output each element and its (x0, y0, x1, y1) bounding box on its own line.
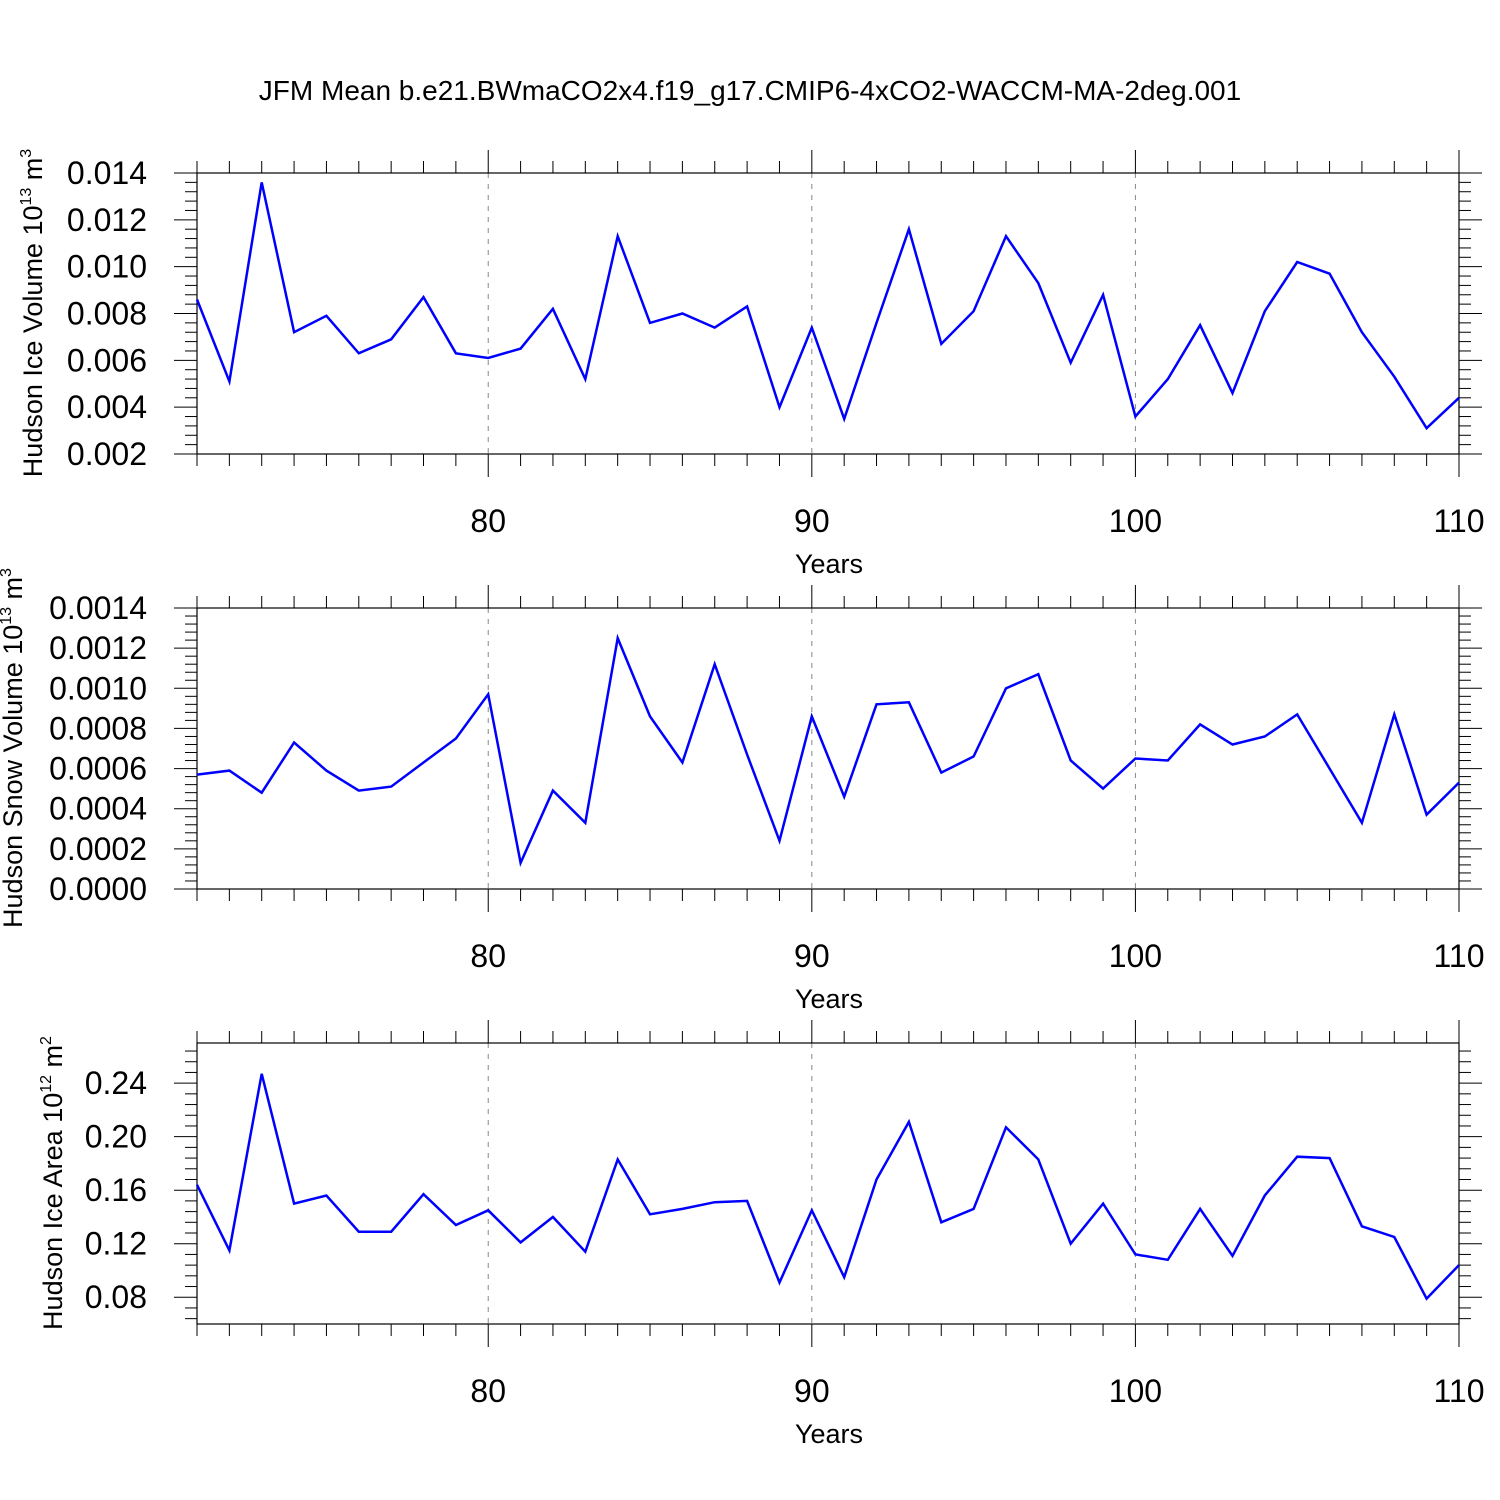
x-tick-label: 80 (470, 938, 506, 974)
y-tick-label: 0.014 (67, 155, 147, 191)
y-tick-label: 0.004 (67, 389, 147, 425)
x-tick-label: 80 (470, 1373, 506, 1409)
figure-title: JFM Mean b.e21.BWmaCO2x4.f19_g17.CMIP6-4… (259, 75, 1241, 106)
x-tick-label: 100 (1109, 938, 1162, 974)
series-line (196, 633, 1460, 868)
y-tick-label: 0.16 (85, 1172, 147, 1208)
y-axis-title-superscript: 13 (18, 188, 35, 206)
y-tick-label: 0.0002 (49, 831, 147, 867)
y-axis-title-superscript: 2 (38, 1036, 55, 1045)
y-axis-title: Hudson Ice Volume 1013 m3 (18, 149, 48, 477)
y-tick-label: 0.012 (67, 202, 147, 238)
y-axis-title-superscript: 3 (0, 568, 15, 577)
y-tick-label: 0.0006 (49, 751, 147, 787)
x-tick-label: 90 (794, 1373, 830, 1409)
series-line (195, 1073, 1460, 1301)
y-axis-title-part: m (0, 577, 28, 607)
y-tick-label: 0.0004 (49, 791, 147, 827)
y-tick-label: 0.010 (67, 249, 147, 285)
chart-panel-1: 80 90 100 110 Years 0.002 0.004 0.006 0.008 0.010… (18, 149, 1485, 579)
chart-panel-2: 80 90 100 110 Years 0.0000 0.0002 0.0004 0.0006 0… (0, 568, 1485, 1014)
y-axis-title-part: m (18, 158, 48, 188)
y-axis-title-part: Hudson Snow Volume 10 (0, 625, 28, 928)
y-tick-label: 0.08 (85, 1279, 147, 1315)
y-tick-label: 0.0014 (49, 590, 147, 626)
y-tick-label: 0.002 (67, 436, 147, 472)
x-axis-title: Years (795, 984, 863, 1014)
y-axis-title-part: m (38, 1045, 68, 1075)
y-axis-title-superscript: 12 (38, 1075, 55, 1093)
chart-panel-3: 80 90 100 110 Years 0.08 0.12 0.16 0.20 0.24 Hudso… (38, 1020, 1485, 1449)
y-axis-title: Hudson Snow Volume 1013 m3 (0, 568, 28, 928)
y-axis-title: Hudson Ice Area 1012 m2 (38, 1036, 68, 1330)
chart-panels: 80 90 100 110 Years 0.002 0.004 0.006 0.008 0.010… (0, 149, 1485, 1449)
y-tick-label: 0.0012 (49, 630, 147, 666)
y-tick-label: 0.20 (85, 1119, 147, 1155)
y-axis-title-superscript: 13 (0, 607, 15, 625)
y-tick-label: 0.006 (67, 342, 147, 378)
series-line (195, 182, 1460, 431)
y-tick-label: 0.24 (85, 1065, 147, 1101)
y-axis-title-part: Hudson Ice Volume 10 (18, 206, 48, 478)
y-tick-label: 0.0008 (49, 710, 147, 746)
x-tick-label: 110 (1433, 503, 1484, 539)
y-tick-label: 0.12 (85, 1226, 147, 1262)
y-tick-label: 0.008 (67, 296, 147, 332)
x-axis-title: Years (795, 1419, 863, 1449)
x-tick-label: 90 (794, 503, 830, 539)
y-axis-title-superscript: 3 (18, 149, 35, 158)
y-tick-label: 0.0000 (49, 871, 147, 907)
y-tick-label: 0.0010 (49, 670, 147, 706)
x-tick-label: 100 (1109, 1373, 1162, 1409)
y-axis-title-part: Hudson Ice Area 10 (38, 1093, 68, 1330)
x-tick-label: 110 (1433, 938, 1484, 974)
x-tick-label: 90 (794, 938, 830, 974)
x-tick-label: 110 (1433, 1373, 1484, 1409)
x-tick-label: 80 (470, 503, 506, 539)
plot-frame (196, 1042, 1460, 1325)
x-axis-title: Years (795, 549, 863, 579)
plot-frame (196, 607, 1460, 890)
x-tick-label: 100 (1109, 503, 1162, 539)
